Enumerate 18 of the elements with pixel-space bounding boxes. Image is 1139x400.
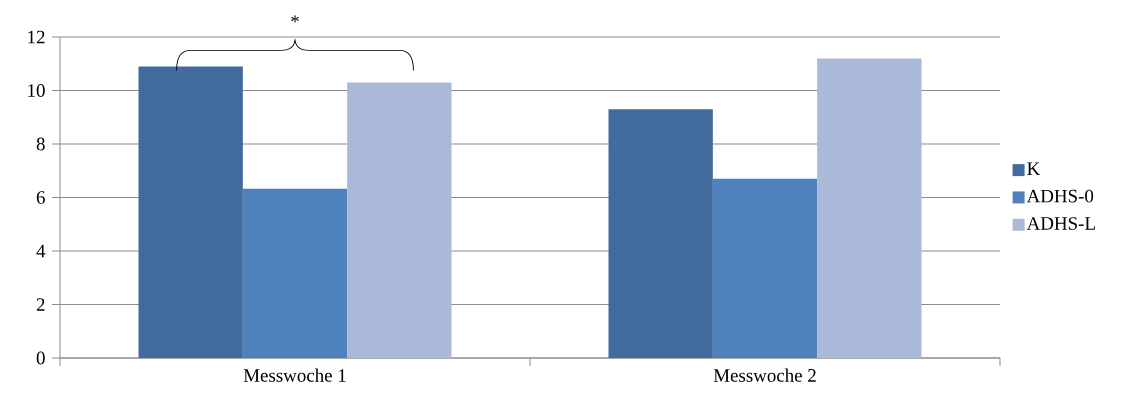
text: * [291,15,299,23]
y-tick-label: 10 [28,84,45,97]
legend-label: ADHS-0 [1026,189,1094,203]
bar [712,178,818,358]
x-tick-label: Messwoche 2 [713,368,816,382]
bar [817,58,922,358]
legend-label: ADHS-L [1026,217,1095,230]
y-tick-label: 6 [36,191,45,204]
y-tick-label: 12 [28,30,45,44]
bar [608,109,713,358]
legend-label: K [1027,162,1041,175]
bar [242,188,348,358]
y-tick-label: 0 [36,351,45,365]
y-tick-label: 8 [36,137,45,151]
bar [347,82,452,358]
x-tick-label: Messwoche 1 [243,368,346,382]
y-tick-label: 4 [36,244,46,258]
y-tick-label: 2 [36,298,45,311]
